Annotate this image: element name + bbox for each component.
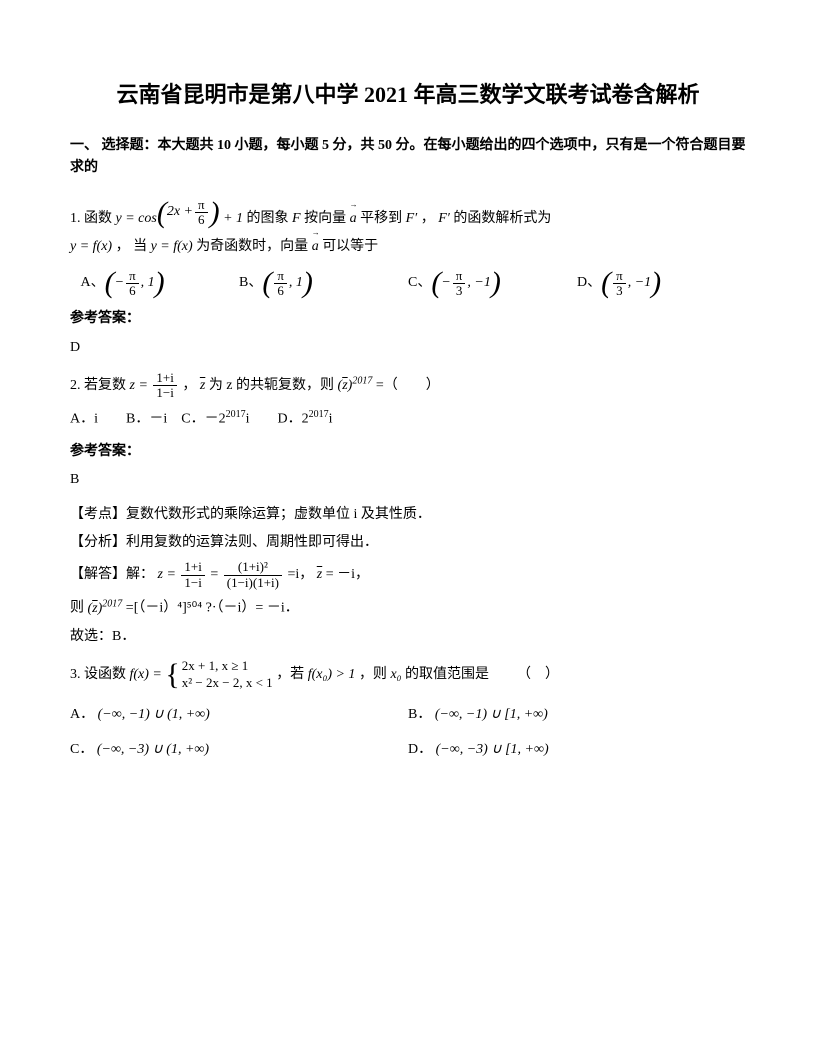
q1-t2b: ， 当 <box>116 239 148 254</box>
q3-optD-expr: (−∞, −3) ∪ [1, +∞) <box>436 742 549 757</box>
opt-label: A、 <box>81 272 105 294</box>
q3-pre: 3. 设函数 <box>70 667 126 682</box>
question-1: 1. 函数 y = cos(2x + π6) + 1 的图象 F 按向量 a 平… <box>70 198 746 230</box>
q3-cond: f(x₀) > 1 <box>308 667 356 682</box>
q2-jm2: =i， <box>287 567 313 582</box>
q2-opts: A．i B．－i C．－2 <box>70 411 226 426</box>
q2-jieda: 【解答】解： z = 1+i1−i = (1+i)²(1−i)(1+i) =i，… <box>70 560 746 590</box>
q1-opt-a: A、 (−π6, 1) <box>70 268 239 298</box>
q1-text3: 按向量 <box>304 211 346 226</box>
q3-options-row2: C． (−∞, −3) ∪ (1, +∞) D． (−∞, −3) ∪ [1, … <box>70 739 746 761</box>
q3-pw2: x² − 2x − 2, x < 1 <box>182 675 273 692</box>
opt-label: C． <box>70 742 93 757</box>
opt-label: D． <box>408 742 432 757</box>
q2-ze-expr: (z)2017 <box>88 601 123 616</box>
q1-func: y = cos(2x + π6) + 1 <box>116 211 247 226</box>
q1-Fp: F′ <box>406 211 418 226</box>
opt-label: C、 <box>408 272 431 294</box>
q2-ze-pre: 则 <box>70 601 84 616</box>
q2-options: A．i B．－i C．－22017i D．22017i <box>70 407 746 431</box>
q3-pw1: 2x + 1, x ≥ 1 <box>182 658 273 675</box>
q3-optA-expr: (−∞, −1) ∪ (1, +∞) <box>98 707 210 722</box>
q1-F: F <box>292 211 301 226</box>
q1-text5: 的函数解析式为 <box>453 211 551 226</box>
q1-options: A、 (−π6, 1) B、 (π6, 1) C、 (−π3, −1) D、 (… <box>70 268 746 298</box>
q3-m1: ，若 <box>276 667 304 682</box>
q2-expr: (z)2017 <box>338 378 373 393</box>
q3-opt-b: B． (−∞, −1) ∪ [1, +∞) <box>408 704 746 726</box>
question-2: 2. 若复数 z = 1+i1−i ， z 为 z 的共轭复数，则 (z)201… <box>70 371 746 401</box>
q3-optC-expr: (−∞, −3) ∪ (1, +∞) <box>97 742 209 757</box>
q1-answer: D <box>70 337 746 359</box>
q1-fx1: y = f(x) <box>70 239 112 254</box>
q1-line2: y = f(x) ， 当 y = f(x) 为奇函数时，向量 a 可以等于 <box>70 236 746 258</box>
q3-blank: （ ） <box>517 667 559 682</box>
answer-label: 参考答案： <box>70 308 746 330</box>
q3-options-row1: A． (−∞, −1) ∪ (1, +∞) B． (−∞, −1) ∪ [1, … <box>70 704 746 726</box>
q2-kaodian: 【考点】复数代数形式的乘除运算；虚数单位 i 及其性质． <box>70 504 746 526</box>
q2-zbar2: z <box>317 567 322 582</box>
q1-vector-a2: a <box>312 236 319 258</box>
q1-text4: 平移到 <box>360 211 402 226</box>
q1-vector-a: a <box>350 208 357 230</box>
q2-exp2: 2017 <box>309 409 329 420</box>
section-header: 一、 选择题：本大题共 10 小题，每小题 5 分，共 50 分。在每小题给出的… <box>70 135 746 180</box>
opt-label: D、 <box>577 272 601 294</box>
q1-fx2: y = f(x) <box>151 239 193 254</box>
q3-m3: 的取值范围是 <box>405 667 489 682</box>
q2-jieda-expr1: z = 1+i1−i <box>158 567 207 582</box>
q2-m1: ， <box>182 378 196 393</box>
q2-guxuan: 故选：B． <box>70 626 746 648</box>
q2-ze-tail: =[（－i）⁴]⁵⁰⁴ ?·（－i）= －i． <box>126 601 299 616</box>
q1-t2d: 为奇函数时，向量 <box>196 239 308 254</box>
q2-jm1: = <box>210 567 218 582</box>
q3-opt-c: C． (−∞, −3) ∪ (1, +∞) <box>70 739 408 761</box>
q2-zbar: z <box>200 378 205 393</box>
q1-comma: ， <box>421 211 435 226</box>
q1-opt-d: D、 (π3, −1) <box>577 268 746 298</box>
q2-m2: 为 z 的共轭复数，则 <box>209 378 334 393</box>
q1-text: 1. 函数 <box>70 211 112 226</box>
q2-fenxi: 【分析】利用复数的运算法则、周期性即可得出． <box>70 532 746 554</box>
opt-label: B． <box>408 707 431 722</box>
q1-t2f: 可以等于 <box>322 239 378 254</box>
opt-label: A． <box>70 707 94 722</box>
q2-z: z = 1+i1−i <box>130 378 179 393</box>
q3-optB-expr: (−∞, −1) ∪ [1, +∞) <box>435 707 548 722</box>
q1-opt-b: B、 (π6, 1) <box>239 268 408 298</box>
page-title: 云南省昆明市是第八中学 2021 年高三数学文联考试卷含解析 <box>70 80 746 111</box>
q2-pre: 2. 若复数 <box>70 378 126 393</box>
answer-label-2: 参考答案： <box>70 441 746 463</box>
q2-opts2: i D．2 <box>246 411 309 426</box>
q2-ze: 则 (z)2017 =[（－i）⁴]⁵⁰⁴ ?·（－i）= －i． <box>70 596 746 620</box>
q2-jm3: = －i， <box>326 567 369 582</box>
q2-answer: B <box>70 469 746 491</box>
question-3: 3. 设函数 f(x) = { 2x + 1, x ≥ 1 x² − 2x − … <box>70 658 746 692</box>
q2-jieda-pre: 【解答】解： <box>70 567 154 582</box>
q2-opts3: i <box>329 411 333 426</box>
q1-Fp2: F′ <box>438 211 450 226</box>
q3-piecewise: { 2x + 1, x ≥ 1 x² − 2x − 2, x < 1 <box>165 658 272 692</box>
q1-opt-c: C、 (−π3, −1) <box>408 268 577 298</box>
opt-label: B、 <box>239 272 262 294</box>
q3-opt-d: D． (−∞, −3) ∪ [1, +∞) <box>408 739 746 761</box>
q2-jieda-expr2: (1+i)²(1−i)(1+i) <box>222 567 284 582</box>
q3-opt-a: A． (−∞, −1) ∪ (1, +∞) <box>70 704 408 726</box>
q2-m3: =（ ） <box>376 378 440 393</box>
q1-text2: 的图象 <box>247 211 289 226</box>
q3-x0: x₀ <box>390 667 401 682</box>
q3-f: f(x) = <box>130 667 162 682</box>
q2-exp1: 2017 <box>226 409 246 420</box>
q3-m2: ，则 <box>359 667 387 682</box>
